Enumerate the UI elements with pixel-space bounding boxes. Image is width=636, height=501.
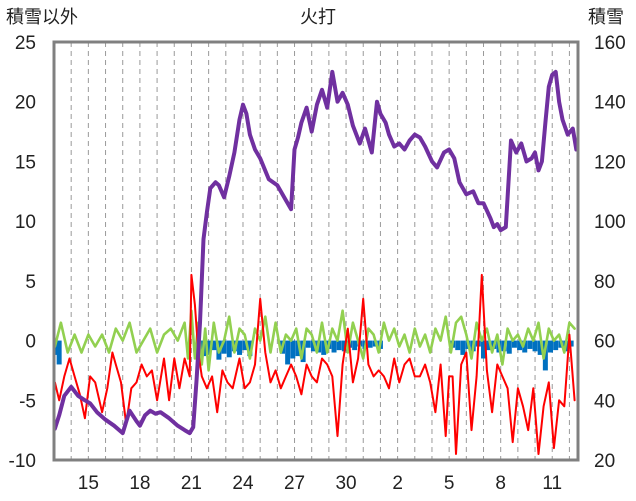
right-y-tick-label: 140 xyxy=(594,93,626,114)
right-y-tick-label: 100 xyxy=(594,212,626,233)
right-y-tick-label: 40 xyxy=(594,391,615,412)
snowfall-bar xyxy=(305,340,311,348)
left-y-tick-label: 20 xyxy=(15,93,36,114)
right-y-tick-label: 80 xyxy=(594,272,615,293)
x-tick-label: 5 xyxy=(444,473,455,494)
snowfall-bar xyxy=(367,340,373,348)
snow-depth-line xyxy=(52,69,579,436)
snowfall-bar xyxy=(211,340,217,351)
snowfall-bar xyxy=(247,340,253,357)
snowfall-bar xyxy=(310,340,316,352)
left-y-tick-label: 5 xyxy=(25,272,36,293)
left-y-tick-label: 15 xyxy=(15,152,36,173)
snowfall-bar xyxy=(522,340,528,353)
red-series-line xyxy=(53,273,576,455)
snowfall-bar xyxy=(537,340,543,355)
left-y-tick-label: 0 xyxy=(25,332,36,353)
vertical-gridlines xyxy=(53,42,570,460)
snowfall-bar xyxy=(352,340,358,351)
snowfall-bar xyxy=(532,340,538,352)
snowfall-bar xyxy=(290,340,296,359)
snowfall-bar xyxy=(226,340,232,358)
x-tick-label: 18 xyxy=(129,473,150,494)
x-tick-label: 2 xyxy=(392,473,403,494)
right-y-tick-label: 160 xyxy=(594,33,626,54)
x-tick-label: 30 xyxy=(335,473,356,494)
snowfall-bar xyxy=(517,340,523,351)
left-y-tick-label: 25 xyxy=(15,33,36,54)
snowfall-bar xyxy=(53,340,59,355)
line-series-group xyxy=(52,69,579,455)
right-y-tick-label: 20 xyxy=(594,451,615,472)
left-y-tick-label: -5 xyxy=(19,391,36,412)
snowfall-bar xyxy=(506,340,512,354)
snowfall-bar xyxy=(568,340,574,347)
snowfall-bar xyxy=(527,340,533,349)
snowfall-bar xyxy=(336,340,342,351)
x-tick-label: 27 xyxy=(284,473,305,494)
snowfall-bar xyxy=(321,340,327,355)
left-y-tick-label: -10 xyxy=(9,451,36,472)
right-axis-label: 積雪 xyxy=(588,7,624,28)
snowfall-bar xyxy=(511,340,517,348)
left-axis-label: 積雪以外 xyxy=(6,7,78,28)
x-tick-label: 24 xyxy=(232,473,254,494)
x-tick-label: 21 xyxy=(181,473,202,494)
snowfall-bar xyxy=(206,340,212,355)
chart-title: 火打 xyxy=(300,7,336,28)
plot-frame xyxy=(52,40,580,462)
right-y-tick-label: 120 xyxy=(594,152,626,173)
snowfall-bar xyxy=(548,340,554,353)
x-tick-label: 15 xyxy=(78,473,99,494)
snowfall-bar xyxy=(455,340,461,351)
x-tick-label: 11 xyxy=(542,473,562,494)
snowfall-bar xyxy=(242,340,248,351)
snowfall-bar xyxy=(331,340,337,353)
snowfall-bar xyxy=(553,340,559,351)
snowfall-bar xyxy=(56,340,62,365)
snowfall-bar xyxy=(285,340,291,365)
snowfall-bar xyxy=(460,340,466,355)
snowfall-bar xyxy=(237,340,243,355)
snowfall-bar xyxy=(486,340,492,351)
right-y-tick-label: 60 xyxy=(594,332,615,353)
green-series-line xyxy=(53,309,576,372)
snowfall-bar xyxy=(481,340,487,359)
snowfall-bar xyxy=(221,340,227,354)
x-tick-label: 8 xyxy=(495,473,506,494)
left-y-tick-label: 10 xyxy=(15,212,36,233)
snowfall-bar xyxy=(295,340,301,357)
